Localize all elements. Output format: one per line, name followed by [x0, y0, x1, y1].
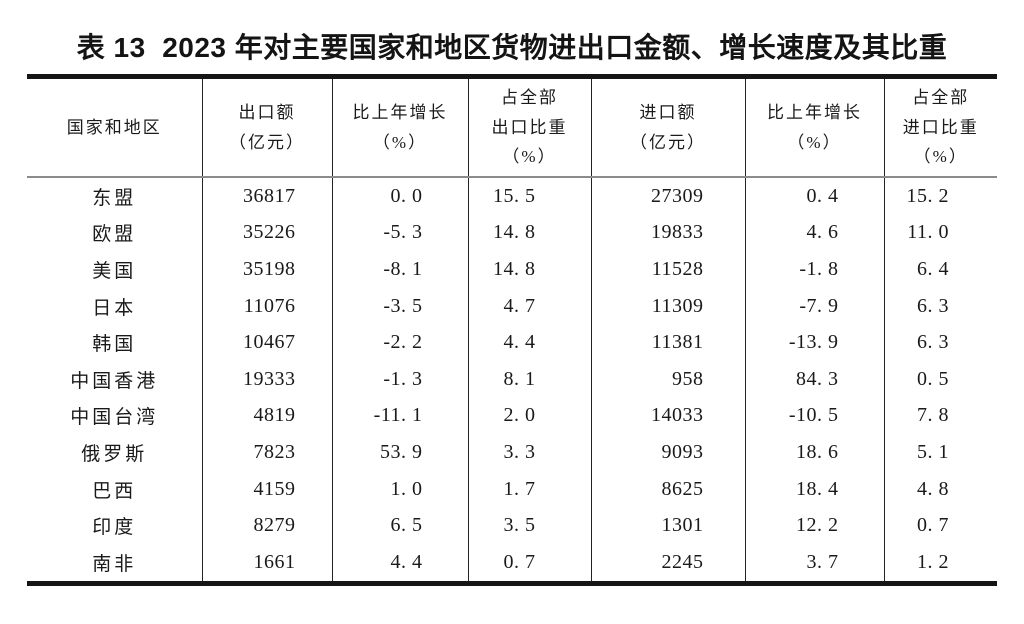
- region-cell: 美国: [27, 251, 203, 288]
- table-title: 表 13 2023 年对主要国家和地区货物进出口金额、增长速度及其比重: [76, 32, 948, 63]
- import-growth-cell: 0. 4: [745, 177, 885, 215]
- table-row: 东盟 36817 0. 0 15. 5 27309 0. 4 15. 2: [27, 177, 997, 215]
- region-cell: 中国台湾: [27, 397, 203, 435]
- export-share-cell: 14. 8: [468, 251, 592, 288]
- table-row: 美国 35198 -8. 1 14. 8 11528 -1. 8 6. 4: [27, 251, 997, 288]
- export-value-cell: 19333: [202, 360, 333, 398]
- export-value-cell: 10467: [202, 324, 333, 361]
- export-value-cell: 1661: [202, 543, 333, 584]
- region-cell: 东盟: [27, 177, 203, 215]
- import-growth-cell: -7. 9: [745, 287, 885, 325]
- import-growth-cell: -13. 9: [745, 324, 885, 361]
- import-growth-cell: 4. 6: [745, 214, 885, 252]
- export-growth-cell: -8. 1: [332, 251, 469, 288]
- export-share-cell: 3. 3: [468, 434, 592, 471]
- import-growth-cell: 3. 7: [745, 543, 885, 584]
- table-row: 韩国 10467 -2. 2 4. 4 11381 -13. 9 6. 3: [27, 324, 997, 361]
- import-share-cell: 6. 3: [917, 294, 949, 317]
- table-row: 中国台湾 4819 -11. 1 2. 0 14033 -10. 5 7. 8: [27, 397, 997, 435]
- region-cell: 南非: [27, 543, 203, 584]
- table-row: 欧盟 35226 -5. 3 14. 8 19833 4. 6 11. 0: [27, 214, 997, 252]
- import-value-cell: 19833: [591, 214, 746, 252]
- import-share-cell: 11. 0: [907, 221, 949, 244]
- import-value-cell: 1301: [591, 507, 746, 544]
- table-row: 日本 11076 -3. 5 4. 7 11309 -7. 9 6. 3: [27, 287, 997, 325]
- export-growth-cell: -5. 3: [332, 214, 469, 252]
- import-growth-cell: -10. 5: [745, 397, 885, 435]
- export-value-cell: 4819: [202, 397, 333, 435]
- export-growth-cell: 6. 5: [332, 507, 469, 544]
- col-header-export-share: 占全部 出口比重 （%）: [468, 76, 592, 178]
- import-value-cell: 11528: [591, 251, 746, 288]
- import-growth-cell: -1. 8: [745, 251, 885, 288]
- table-row: 南非 1661 4. 4 0. 7 2245 3. 7 1. 2: [27, 543, 997, 584]
- col-header-import-share: 占全部 进口比重 （%）: [884, 76, 997, 178]
- export-growth-cell: 53. 9: [332, 434, 469, 471]
- export-share-cell: 4. 7: [468, 287, 592, 325]
- import-value-cell: 2245: [591, 543, 746, 584]
- export-growth-cell: -3. 5: [332, 287, 469, 325]
- import-value-cell: 11309: [591, 287, 746, 325]
- import-share-cell: 6. 3: [917, 331, 949, 354]
- import-share-cell: 1. 2: [917, 550, 949, 573]
- export-growth-cell: -2. 2: [332, 324, 469, 361]
- table-row: 巴西 4159 1. 0 1. 7 8625 18. 4 4. 8: [27, 470, 997, 508]
- region-cell: 巴西: [27, 470, 203, 508]
- header-row: 国家和地区 出口额 （亿元） 比上年增长 （%） 占全部 出口比重 （%） 进口…: [27, 76, 997, 178]
- export-share-cell: 0. 7: [468, 543, 592, 584]
- export-value-cell: 11076: [202, 287, 333, 325]
- import-share-cell: 5. 1: [917, 440, 949, 463]
- col-header-export-value: 出口额 （亿元）: [202, 76, 333, 178]
- export-share-cell: 14. 8: [468, 214, 592, 252]
- export-share-cell: 15. 5: [468, 177, 592, 215]
- export-share-cell: 8. 1: [468, 360, 592, 398]
- table-row: 俄罗斯 7823 53. 9 3. 3 9093 18. 6 5. 1: [27, 434, 997, 471]
- col-header-import-value: 进口额 （亿元）: [591, 76, 746, 178]
- export-growth-cell: -1. 3: [332, 360, 469, 398]
- col-header-import-growth: 比上年增长 （%）: [745, 76, 885, 178]
- import-value-cell: 8625: [591, 470, 746, 508]
- export-growth-cell: 0. 0: [332, 177, 469, 215]
- export-share-cell: 2. 0: [468, 397, 592, 435]
- region-cell: 俄罗斯: [27, 434, 203, 471]
- import-value-cell: 27309: [591, 177, 746, 215]
- import-value-cell: 11381: [591, 324, 746, 361]
- import-growth-cell: 18. 6: [745, 434, 885, 471]
- table-row: 中国香港 19333 -1. 3 8. 1 958 84. 3 0. 5: [27, 360, 997, 398]
- region-cell: 韩国: [27, 324, 203, 361]
- import-value-cell: 14033: [591, 397, 746, 435]
- export-growth-cell: 4. 4: [332, 543, 469, 584]
- export-value-cell: 8279: [202, 507, 333, 544]
- region-cell: 印度: [27, 507, 203, 544]
- export-growth-cell: -11. 1: [332, 397, 469, 435]
- import-value-cell: 9093: [591, 434, 746, 471]
- export-share-cell: 4. 4: [468, 324, 592, 361]
- col-header-export-growth: 比上年增长 （%）: [332, 76, 469, 178]
- trade-table: 国家和地区 出口额 （亿元） 比上年增长 （%） 占全部 出口比重 （%） 进口…: [27, 74, 997, 586]
- import-growth-cell: 18. 4: [745, 470, 885, 508]
- export-value-cell: 7823: [202, 434, 333, 471]
- export-value-cell: 4159: [202, 470, 333, 508]
- import-growth-cell: 12. 2: [745, 507, 885, 544]
- col-header-region: 国家和地区: [27, 76, 203, 178]
- import-value-cell: 958: [591, 360, 746, 398]
- region-cell: 欧盟: [27, 214, 203, 252]
- import-share-cell: 15. 2: [906, 184, 949, 207]
- export-value-cell: 35226: [202, 214, 333, 252]
- export-value-cell: 36817: [202, 177, 333, 215]
- import-share-cell: 6. 4: [917, 257, 949, 280]
- export-growth-cell: 1. 0: [332, 470, 469, 508]
- import-share-cell: 0. 7: [917, 514, 949, 537]
- export-value-cell: 35198: [202, 251, 333, 288]
- import-share-cell: 4. 8: [917, 477, 949, 500]
- table-row: 印度 8279 6. 5 3. 5 1301 12. 2 0. 7: [27, 507, 997, 544]
- region-cell: 日本: [27, 287, 203, 325]
- export-share-cell: 1. 7: [468, 470, 592, 508]
- import-growth-cell: 84. 3: [745, 360, 885, 398]
- import-share-cell: 7. 8: [917, 404, 949, 427]
- import-share-cell: 0. 5: [917, 367, 949, 390]
- export-share-cell: 3. 5: [468, 507, 592, 544]
- region-cell: 中国香港: [27, 360, 203, 398]
